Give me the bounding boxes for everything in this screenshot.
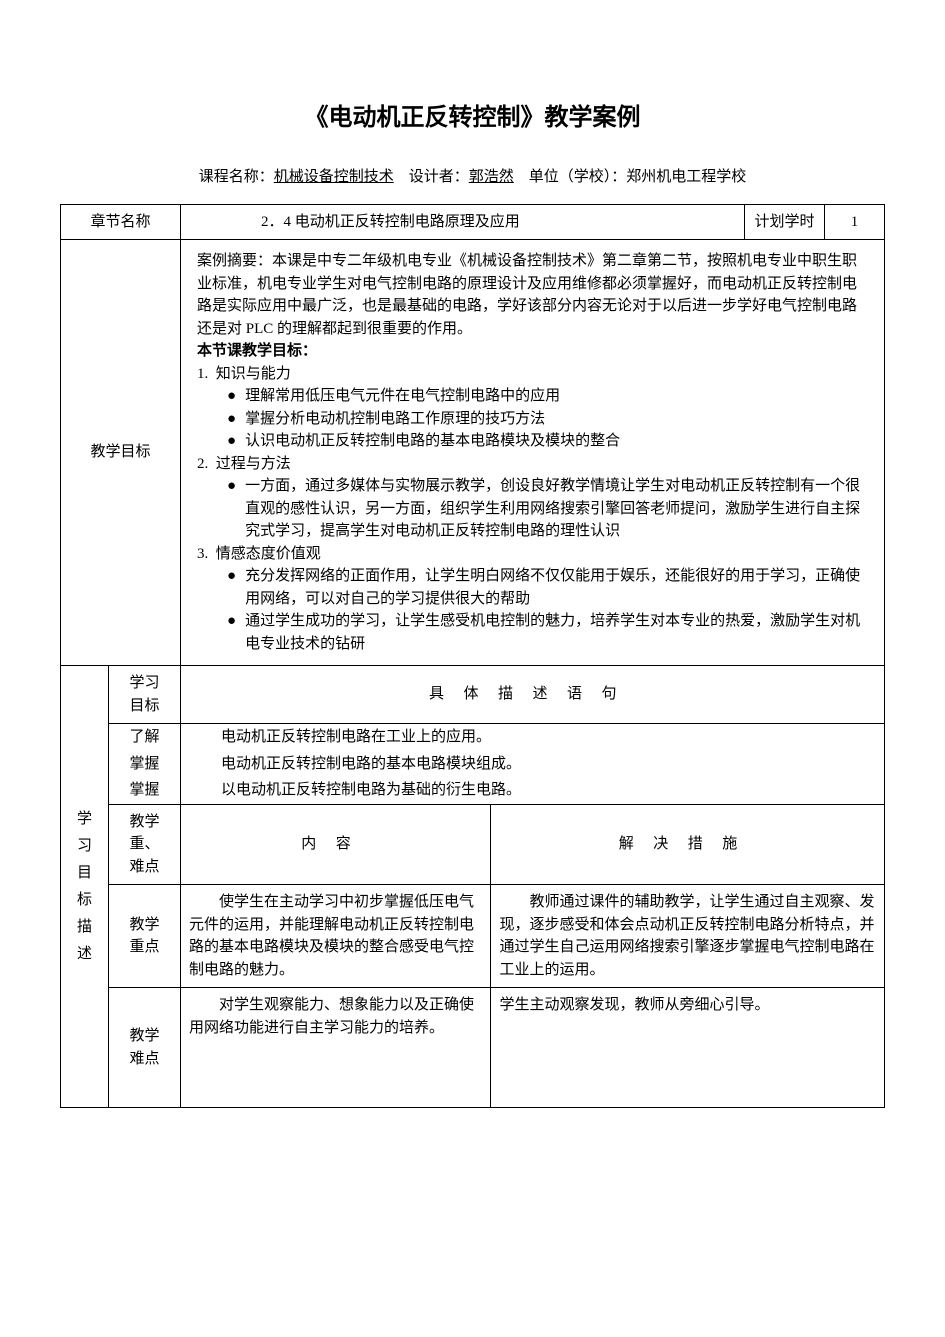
goal-header-line2: 目标 [117,695,172,718]
goal-item-3: 3. 情感态度价值观 [197,543,868,566]
bullet-icon: ● [227,565,236,588]
bullet-icon: ● [227,408,236,431]
item3-title: 情感态度价值观 [216,543,321,566]
bullet-1-2-text: 掌握分析电动机控制电路工作原理的技巧方法 [245,408,545,431]
item2-title: 过程与方法 [216,453,291,476]
main-table: 章节名称 2．4 电动机正反转控制电路原理及应用 计划学时 1 教学目标 案例摘… [60,204,885,1109]
doc-title: 《电动机正反转控制》教学案例 [60,100,885,136]
difficulty-label-l1: 教学 [117,1025,172,1048]
goal-header: 学习 目标 [109,666,181,724]
r1-label: 了解 [109,724,180,751]
header-row: 章节名称 2．4 电动机正反转控制电路原理及应用 计划学时 1 [61,204,885,240]
learning-rows: 了解 掌握 掌握 电动机正反转控制电路在工业上的应用。 电动机正反转控制电路的基… [61,724,885,805]
bullet-icon: ● [227,610,236,633]
focus-label-l2: 重、 [117,833,172,856]
meta-line: 课程名称：机械设备控制技术 设计者：郭浩然 单位（学校）：郑州机电工程学校 [60,166,885,189]
difficulty-content-text: 对学生观察能力、想象能力以及正确使用网络功能进行自主学习能力的培养。 [189,994,482,1039]
difficulty-solution-text: 学生主动观察发现，教师从旁细心引导。 [499,994,876,1017]
keypoint-solution: 教师通过课件的辅助教学，让学生通过自主观察、发现，逐步感受和体会点动机正反转控制… [491,885,885,988]
r-descs: 电动机正反转控制电路在工业上的应用。 电动机正反转控制电路的基本电路模块组成。 … [181,724,885,805]
keypoint-content-text: 使学生在主动学习中初步掌握低压电气元件的运用，并能理解电动机正反转控制电路的基本… [189,891,482,981]
focus-label-l1: 教学 [117,811,172,834]
r1-desc: 电动机正反转控制电路在工业上的应用。 [181,724,884,751]
hours-value-cell: 1 [825,204,885,240]
hours-label-cell: 计划学时 [745,204,825,240]
course-label: 课程名称： [199,169,274,185]
learning-side-text: 学习目标描述 [76,806,94,968]
r2-label: 掌握 [109,751,180,778]
summary-label: 案例摘要： [197,253,272,269]
keypoint-label-l2: 重点 [117,936,172,959]
bullet-1-3: ● 认识电动机正反转控制电路的基本电路模块及模块的整合 [197,430,868,453]
difficulty-label-l2: 难点 [117,1048,172,1071]
bullet-icon: ● [227,385,236,408]
difficulty-label: 教学 难点 [109,988,181,1108]
bullet-3-2-text: 通过学生成功的学习，让学生感受机电控制的魅力，培养学生对本专业的热爱，激励学生对… [245,610,868,655]
r2-desc: 电动机正反转控制电路的基本电路模块组成。 [181,751,884,778]
focus-label: 教学 重、 难点 [109,804,181,885]
focus-header-row: 教学 重、 难点 内容 解决措施 [61,804,885,885]
keypoint-content: 使学生在主动学习中初步掌握低压电气元件的运用，并能理解电动机正反转控制电路的基本… [181,885,491,988]
bullet-icon: ● [227,430,236,453]
bullet-1-2: ● 掌握分析电动机控制电路工作原理的技巧方法 [197,408,868,431]
focus-label-l3: 难点 [117,856,172,879]
chapter-label-cell: 章节名称 [61,204,181,240]
goal-header-line1: 学习 [117,672,172,695]
r3-label: 掌握 [109,777,180,804]
bullet-3-2: ● 通过学生成功的学习，让学生感受机电控制的魅力，培养学生对本专业的热爱，激励学… [197,610,868,655]
goal-item-1: 1. 知识与能力 [197,363,868,386]
num-1: 1. [197,363,208,386]
bullet-3-1-text: 充分发挥网络的正面作用，让学生明白网络不仅仅能用于娱乐，还能很好的用于学习，正确… [245,565,868,610]
keypoint-label: 教学 重点 [109,885,181,988]
item1-title: 知识与能力 [216,363,291,386]
teaching-goal-label: 教学目标 [61,240,181,666]
keypoint-solution-text: 教师通过课件的辅助教学，让学生通过自主观察、发现，逐步感受和体会点动机正反转控制… [499,891,876,981]
r3-desc: 以电动机正反转控制电路为基础的衍生电路。 [181,777,884,804]
summary-block: 案例摘要：本课是中专二年级机电专业《机械设备控制技术》第二章第二节，按照机电专业… [197,250,868,340]
unit-name: 郑州机电工程学校 [626,169,746,185]
difficulty-content: 对学生观察能力、想象能力以及正确使用网络功能进行自主学习能力的培养。 [181,988,491,1108]
section-title: 本节课教学目标： [197,340,868,363]
num-3: 3. [197,543,208,566]
content-header-text: 内容 [301,836,370,852]
keypoint-row: 教学 重点 使学生在主动学习中初步掌握低压电气元件的运用，并能理解电动机正反转控… [61,885,885,988]
bullet-2-1-text: 一方面，通过多媒体与实物展示教学，创设良好教学情境让学生对电动机正反转控制有一个… [245,475,868,543]
bullet-1-1-text: 理解常用低压电气元件在电气控制电路中的应用 [245,385,560,408]
difficulty-solution: 学生主动观察发现，教师从旁细心引导。 [491,988,885,1108]
desc-header: 具体描述语句 [181,666,885,724]
learning-side-label: 学习目标描述 [61,666,109,1108]
solution-header: 解决措施 [491,804,885,885]
summary-text: 本课是中专二年级机电专业《机械设备控制技术》第二章第二节，按照机电专业中职生职业… [197,253,857,337]
bullet-1-3-text: 认识电动机正反转控制电路的基本电路模块及模块的整合 [245,430,620,453]
difficulty-row: 教学 难点 对学生观察能力、想象能力以及正确使用网络功能进行自主学习能力的培养。… [61,988,885,1108]
r-labels: 了解 掌握 掌握 [109,724,181,805]
bullet-2-1: ● 一方面，通过多媒体与实物展示教学，创设良好教学情境让学生对电动机正反转控制有… [197,475,868,543]
designer-label: 设计者： [409,169,469,185]
teaching-goal-content: 案例摘要：本课是中专二年级机电专业《机械设备控制技术》第二章第二节，按照机电专业… [181,240,885,666]
bullet-3-1: ● 充分发挥网络的正面作用，让学生明白网络不仅仅能用于娱乐，还能很好的用于学习，… [197,565,868,610]
num-2: 2. [197,453,208,476]
desc-header-text: 具体描述语句 [429,686,636,702]
teaching-goal-row: 教学目标 案例摘要：本课是中专二年级机电专业《机械设备控制技术》第二章第二节，按… [61,240,885,666]
keypoint-label-l1: 教学 [117,914,172,937]
bullet-1-1: ● 理解常用低压电气元件在电气控制电路中的应用 [197,385,868,408]
unit-label: 单位（学校）： [529,169,627,185]
designer-name: 郭浩然 [469,169,514,185]
solution-header-text: 解决措施 [619,836,757,852]
bullet-icon: ● [227,475,236,498]
course-name: 机械设备控制技术 [274,169,394,185]
goal-item-2: 2. 过程与方法 [197,453,868,476]
content-header: 内容 [181,804,491,885]
chapter-value-cell: 2．4 电动机正反转控制电路原理及应用 [181,204,745,240]
